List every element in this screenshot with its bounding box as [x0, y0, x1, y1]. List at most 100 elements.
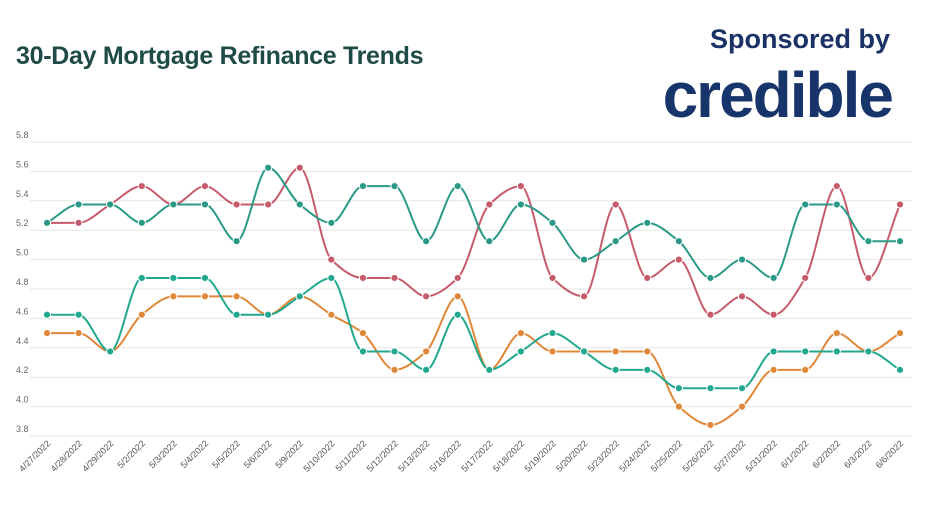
data-point — [327, 255, 336, 264]
data-point — [548, 347, 557, 356]
data-point — [516, 182, 525, 191]
data-point — [737, 402, 747, 411]
data-point — [706, 310, 715, 319]
data-point — [327, 310, 336, 319]
data-point — [422, 237, 431, 246]
y-tick-label: 5.0 — [16, 248, 29, 258]
data-point — [264, 163, 273, 172]
x-tick-label: 5/24/2022 — [617, 438, 652, 473]
data-point — [548, 218, 557, 227]
data-point — [643, 347, 652, 356]
data-point — [674, 384, 683, 393]
x-tick-label: 5/25/2022 — [649, 438, 684, 473]
x-tick-label: 5/16/2022 — [428, 438, 463, 473]
sponsor-label: Sponsored by — [709, 24, 890, 54]
data-point — [769, 365, 778, 374]
data-point — [801, 365, 810, 374]
data-point — [485, 237, 494, 246]
y-tick-label: 4.6 — [16, 306, 29, 316]
x-tick-label: 5/19/2022 — [523, 438, 558, 473]
x-tick-label: 6/1/2022 — [779, 438, 811, 470]
series-line-4 — [47, 276, 901, 390]
data-point — [264, 310, 273, 319]
y-tick-label: 4.8 — [16, 277, 29, 287]
data-point — [769, 310, 778, 319]
data-point — [422, 365, 431, 374]
data-point — [358, 182, 368, 191]
data-point — [801, 347, 810, 356]
x-tick-label: 4/27/2022 — [17, 438, 52, 473]
data-point — [200, 273, 210, 283]
data-point — [643, 365, 652, 374]
data-point — [611, 347, 620, 356]
y-tick-label: 3.8 — [16, 424, 29, 434]
data-point — [232, 310, 241, 319]
data-point — [422, 292, 431, 301]
data-point — [895, 200, 905, 209]
x-tick-label: 5/20/2022 — [554, 438, 589, 473]
data-point — [358, 347, 368, 356]
data-point — [548, 273, 557, 283]
data-point — [895, 365, 905, 374]
data-point — [737, 255, 747, 264]
x-tick-label: 5/31/2022 — [744, 438, 779, 473]
data-point — [358, 329, 368, 338]
data-point — [264, 200, 273, 209]
data-point — [769, 347, 778, 356]
data-point — [485, 200, 494, 209]
data-point — [516, 200, 525, 209]
data-point — [706, 384, 715, 393]
data-point — [864, 347, 873, 356]
x-tick-label: 5/18/2022 — [491, 438, 526, 473]
data-point — [485, 365, 494, 374]
data-point — [232, 237, 241, 246]
x-tick-label: 5/13/2022 — [396, 438, 431, 473]
x-tick-label: 6/6/2022 — [874, 438, 906, 470]
data-point — [706, 420, 715, 430]
data-point — [106, 347, 115, 356]
data-point — [200, 182, 210, 191]
data-point — [801, 200, 810, 209]
data-point — [832, 347, 841, 356]
data-point — [390, 347, 399, 356]
x-tick-label: 5/4/2022 — [179, 438, 211, 470]
data-point — [674, 237, 683, 246]
data-point — [453, 292, 462, 301]
data-point — [832, 200, 841, 209]
data-point — [295, 163, 304, 172]
data-point — [579, 347, 589, 356]
data-point — [137, 218, 146, 227]
data-point — [295, 292, 304, 301]
data-point — [895, 237, 905, 246]
x-tick-label: 5/2/2022 — [115, 438, 147, 470]
data-point — [832, 329, 841, 338]
data-point — [516, 347, 525, 356]
data-point — [453, 273, 462, 283]
series-line-3 — [47, 295, 901, 426]
data-point — [611, 200, 620, 209]
data-point — [895, 329, 905, 338]
x-tick-label: 5/11/2022 — [333, 438, 368, 473]
x-tick-label: 5/9/2022 — [273, 438, 305, 470]
data-point — [864, 237, 873, 246]
y-tick-label: 5.8 — [16, 130, 29, 140]
data-point — [137, 182, 146, 191]
data-point — [295, 200, 304, 209]
data-point — [643, 273, 652, 283]
data-point — [643, 218, 652, 227]
y-tick-label: 4.2 — [16, 365, 29, 375]
data-point — [579, 255, 589, 264]
data-point — [611, 237, 620, 246]
data-point — [864, 273, 873, 283]
data-point — [232, 292, 241, 301]
data-point — [42, 218, 52, 227]
x-tick-label: 5/12/2022 — [365, 438, 400, 473]
credible-logo: credible — [662, 59, 894, 131]
data-point — [327, 218, 336, 227]
y-tick-label: 5.2 — [16, 218, 29, 228]
x-tick-label: 6/2/2022 — [810, 438, 842, 470]
y-tick-label: 5.4 — [16, 189, 29, 199]
x-tick-label: 5/6/2022 — [242, 438, 274, 470]
x-tick-label: 4/28/2022 — [49, 438, 84, 473]
x-tick-label: 6/3/2022 — [842, 438, 874, 470]
